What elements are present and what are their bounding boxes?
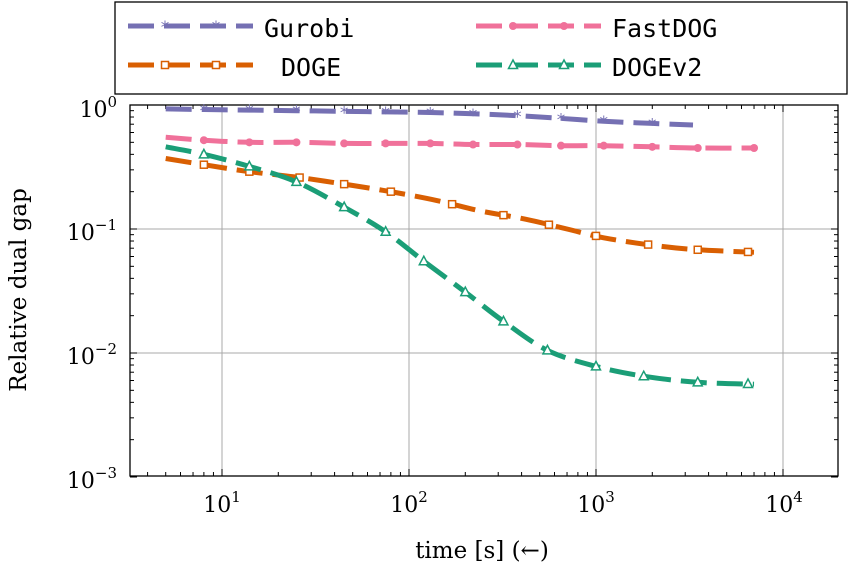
data-point-gurobi: * bbox=[245, 102, 254, 122]
data-point-dogev2 bbox=[338, 200, 350, 212]
data-point-fastdog bbox=[648, 142, 657, 151]
grid-lines bbox=[130, 105, 838, 476]
legend-marker-gurobi: * bbox=[212, 18, 221, 38]
data-point-fastdog bbox=[693, 144, 702, 153]
data-point-fastdog bbox=[599, 141, 608, 150]
legend-marker-fastdog bbox=[509, 22, 517, 30]
data-point-dogev2 bbox=[497, 314, 510, 326]
data-point-dogev2 bbox=[290, 175, 303, 187]
y-tick-label-0.01: 10−2 bbox=[67, 340, 117, 370]
x-tick-label-10: 101 bbox=[203, 488, 241, 518]
data-point-doge bbox=[447, 199, 457, 209]
data-point-doge bbox=[643, 240, 653, 249]
legend-marker-dogev2 bbox=[507, 58, 519, 70]
y-tick-label-0.1: 10−1 bbox=[67, 216, 117, 246]
series-layer: * * * * * * * * * * * bbox=[165, 101, 759, 389]
y-tick-label-1: 100 bbox=[79, 93, 117, 123]
series-dogev2 bbox=[165, 144, 755, 389]
plot-area-frame bbox=[129, 104, 839, 477]
series-gurobi: * * * * * * * * * * * bbox=[165, 101, 694, 135]
data-point-gurobi: * bbox=[599, 113, 608, 133]
data-point-dogev2 bbox=[459, 285, 472, 297]
data-point-dogev2 bbox=[379, 225, 392, 237]
data-point-gurobi: * bbox=[340, 103, 349, 123]
legend-swatch-dogev2 bbox=[476, 58, 601, 70]
data-point-gurobi: * bbox=[469, 106, 478, 126]
x-tick-label-10000: 104 bbox=[765, 488, 803, 518]
data-point-fastdog bbox=[750, 144, 759, 153]
data-point-fastdog bbox=[426, 139, 435, 148]
data-point-gurobi: * bbox=[557, 110, 566, 130]
legend: * * Gurobi FastDOG DOGE DOGEv2 bbox=[114, 1, 848, 95]
data-point-dogev2 bbox=[198, 147, 210, 159]
data-point-fastdog bbox=[469, 140, 478, 149]
minor-ticks bbox=[130, 104, 838, 478]
legend-entry-doge: DOGE bbox=[128, 53, 341, 82]
data-point-doge bbox=[386, 187, 396, 196]
series-doge bbox=[165, 156, 755, 257]
legend-swatch-doge bbox=[128, 60, 253, 70]
data-point-doge bbox=[591, 231, 601, 241]
y-tick-label-0.001: 10−3 bbox=[67, 464, 117, 494]
data-point-doge bbox=[499, 210, 508, 220]
series-line-dogev2 bbox=[165, 144, 755, 387]
data-point-fastdog bbox=[513, 140, 522, 149]
legend-label-doge: DOGE bbox=[281, 53, 341, 82]
legend-label-fastdog: FastDOG bbox=[612, 14, 717, 43]
data-point-doge bbox=[544, 220, 554, 229]
x-axis-label: time [s] (←) bbox=[415, 538, 549, 564]
legend-entry-fastdog: FastDOG bbox=[476, 14, 717, 43]
legend-marker-fastdog bbox=[560, 22, 568, 30]
data-point-fastdog bbox=[340, 139, 349, 148]
data-point-dogev2 bbox=[637, 369, 650, 381]
legend-label-dogev2: DOGEv2 bbox=[612, 53, 702, 82]
data-point-dogev2 bbox=[418, 254, 430, 266]
data-point-gurobi: * bbox=[292, 103, 301, 123]
legend-swatch-gurobi: * * bbox=[128, 18, 253, 38]
data-point-doge bbox=[199, 160, 209, 169]
legend-entry-dogev2: DOGEv2 bbox=[476, 53, 702, 82]
data-point-doge bbox=[339, 179, 349, 189]
legend-swatch-fastdog bbox=[476, 22, 601, 30]
data-point-dogev2 bbox=[742, 377, 754, 389]
legend-entry-gurobi: * * Gurobi bbox=[128, 14, 354, 43]
data-point-gurobi: * bbox=[648, 115, 657, 135]
data-point-dogev2 bbox=[691, 375, 704, 387]
data-point-gurobi: * bbox=[200, 101, 209, 121]
data-point-fastdog bbox=[557, 141, 566, 150]
data-point-dogev2 bbox=[590, 359, 602, 371]
legend-marker-gurobi: * bbox=[161, 18, 170, 38]
legend-marker-doge bbox=[211, 60, 221, 70]
series-line-gurobi bbox=[165, 106, 694, 128]
data-point-dogev2 bbox=[541, 343, 554, 355]
data-point-fastdog bbox=[199, 136, 208, 145]
data-point-dogev2 bbox=[243, 159, 256, 171]
series-line-fastdog bbox=[165, 134, 755, 151]
data-point-fastdog bbox=[381, 139, 390, 148]
data-point-doge bbox=[693, 245, 702, 255]
legend-label-gurobi: Gurobi bbox=[264, 14, 354, 43]
series-line-doge bbox=[165, 156, 755, 255]
series-fastdog bbox=[165, 134, 759, 153]
x-tick-label-100: 102 bbox=[390, 488, 428, 518]
y-axis-label: Relative dual gap bbox=[6, 188, 32, 392]
data-point-gurobi: * bbox=[381, 104, 390, 124]
data-point-gurobi: * bbox=[426, 104, 435, 124]
legend-marker-doge bbox=[160, 60, 170, 70]
data-point-fastdog bbox=[245, 138, 254, 147]
legend-box bbox=[114, 1, 848, 95]
x-tick-label-1000: 103 bbox=[577, 488, 615, 518]
data-point-doge bbox=[743, 247, 753, 257]
legend-marker-dogev2 bbox=[558, 58, 570, 70]
data-point-gurobi: * bbox=[513, 108, 522, 128]
data-point-fastdog bbox=[292, 138, 301, 147]
